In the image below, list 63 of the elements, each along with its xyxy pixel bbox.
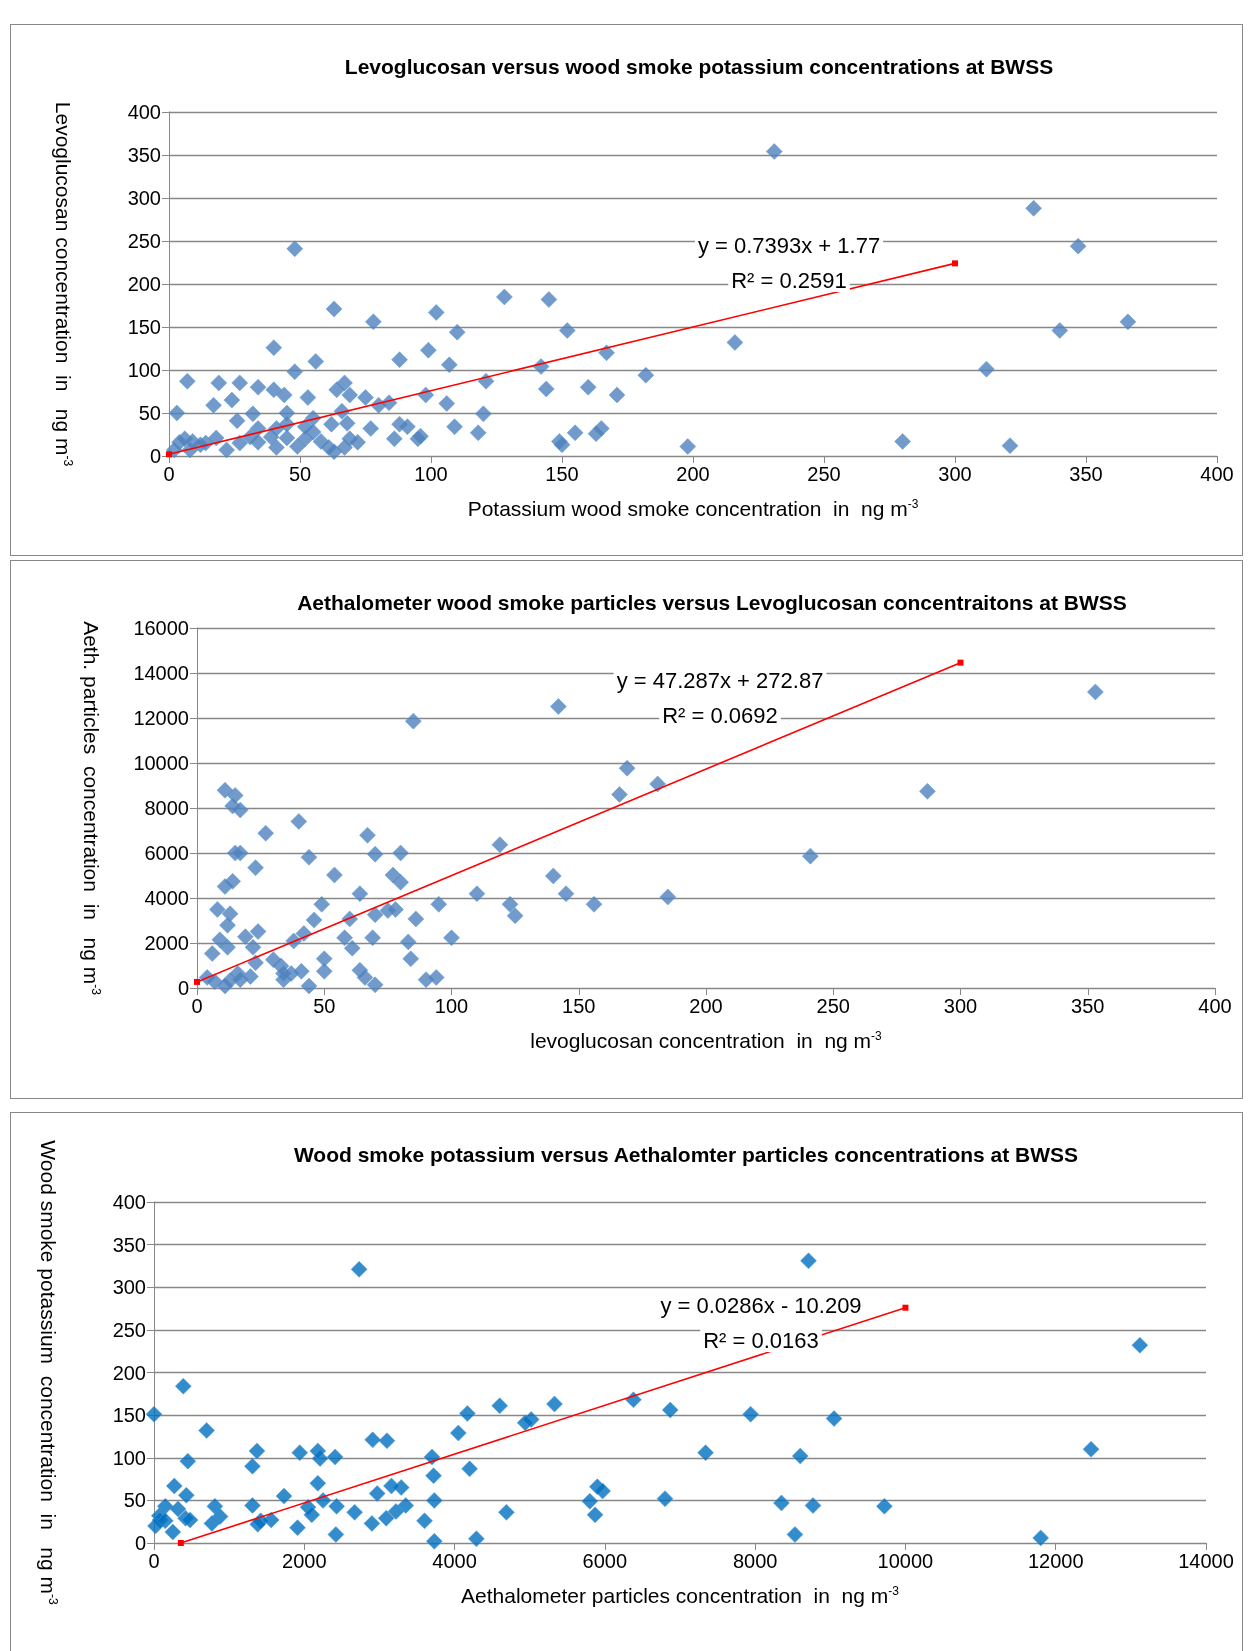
y-tick-label: 150 [127,316,161,338]
annotation: y = 47.287x + 272.87 [616,667,824,693]
y-tick-label: 12000 [133,707,189,729]
y-tick-label: 50 [138,402,161,424]
x-tick-label: 250 [807,463,841,485]
y-axis-title: Levoglucosan concentration in ng m-3 [52,101,75,467]
x-tick-label: 350 [1071,995,1105,1017]
y-tick-label: 350 [127,144,161,166]
chart-title: Aethalometer wood smoke particles versus Levoglucosan concentraitons at BWSS [297,591,1127,614]
y-tick-label: 200 [127,273,161,295]
y-tick-label: 10000 [133,752,189,774]
x-tick-label: 100 [434,995,469,1017]
x-tick-label: 200 [689,995,723,1017]
x-tick-label: 150 [545,463,579,485]
chart-title: Wood smoke potassium versus Aethalomter particles concentrations at BWSS [293,1143,1079,1166]
x-tick-label: 50 [313,995,336,1017]
y-tick-label: 150 [112,1404,146,1427]
y-tick-label: 4000 [144,887,189,909]
x-tick-label: 300 [938,463,972,485]
y-tick-label: 300 [112,1276,146,1299]
x-tick-label: 400 [1198,995,1232,1017]
y-tick-label: 250 [127,230,161,252]
x-tick-label: 2000 [282,1550,327,1572]
y-tick-label: 250 [112,1318,146,1341]
y-tick-label: 0 [134,1532,146,1554]
annotation: y = 0.7393x + 1.77 [697,232,881,258]
x-tick-label: 4000 [432,1550,477,1572]
y-tick-label: 350 [112,1233,146,1256]
chart-title: Levoglucosan versus wood smoke potassium concentrations at BWSS [344,55,1054,78]
y-tick-label: 8000 [144,797,189,819]
x-tick-label: 8000 [732,1550,778,1572]
y-tick-label: 0 [149,445,161,467]
annotation: R² = 0.0163 [703,1327,819,1353]
annotation: y = 0.0286x - 10.209 [660,1292,862,1318]
x-tick-label: 350 [1069,463,1103,485]
x-tick-label: 6000 [582,1550,628,1572]
y-tick-label: 100 [127,359,161,381]
y-tick-label: 50 [123,1489,146,1512]
y-tick-label: 16000 [133,617,189,639]
y-tick-label: 0 [177,977,189,999]
x-tick-label: 200 [676,463,710,485]
annotation: R² = 0.0692 [662,702,778,728]
y-axis-title: Aeth. particles concentration in ng m-3 [80,621,103,996]
y-tick-label: 100 [112,1446,146,1469]
x-tick-label: 150 [562,995,596,1017]
y-axis-title: Wood smoke potassium concentration in ng m-3 [37,1140,60,1605]
x-tick-label: 14000 [1178,1550,1234,1572]
y-tick-label: 200 [112,1361,146,1384]
x-tick-label: 12000 [1027,1550,1084,1572]
x-tick-label: 100 [414,463,448,485]
x-tick-label: 0 [191,995,203,1017]
x-tick-label: 10000 [877,1550,934,1572]
x-tick-label: 300 [943,995,978,1017]
y-tick-label: 2000 [144,932,189,954]
y-tick-label: 14000 [133,662,189,684]
x-tick-label: 50 [288,463,312,485]
y-tick-label: 400 [127,101,161,123]
y-tick-label: 300 [127,187,161,209]
y-tick-label: 6000 [144,842,189,864]
y-tick-label: 400 [112,1191,146,1213]
annotation: R² = 0.2591 [731,267,847,293]
x-tick-label: 400 [1200,463,1234,485]
x-tick-label: 250 [816,995,850,1017]
